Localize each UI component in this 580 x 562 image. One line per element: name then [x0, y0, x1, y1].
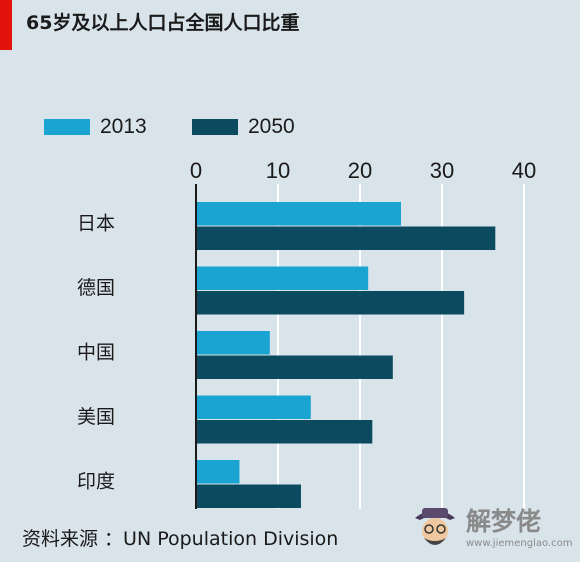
category-label-4: 印度 [77, 471, 115, 493]
x-tick-label-40: 40 [512, 158, 536, 183]
bar-2050-0 [196, 226, 496, 250]
watermark-url: www.jiemenglao.com [466, 538, 573, 549]
bar-2050-1 [196, 291, 465, 315]
bar-2050-2 [196, 355, 393, 379]
bar-2050-3 [196, 420, 373, 444]
legend-label-2013: 2013 [100, 115, 147, 138]
chart-title: 65岁及以上人口占全国人口比重 [26, 12, 300, 34]
x-tick-label-30: 30 [430, 158, 454, 183]
category-label-0: 日本 [77, 213, 115, 235]
legend-swatch-2050 [192, 119, 238, 135]
legend-label-2050: 2050 [248, 115, 295, 138]
legend-swatch-2013 [44, 119, 90, 135]
legend: 2013 2050 [44, 112, 344, 142]
legend-item-2013: 2013 [44, 112, 147, 142]
category-label-2: 中国 [77, 342, 115, 364]
bar-2013-1 [196, 266, 369, 290]
brand-red-tag [0, 0, 12, 50]
bar-2050-4 [196, 484, 301, 508]
watermark: 解梦佬 www.jiemenglao.com [408, 496, 578, 558]
bar-2013-0 [196, 202, 401, 226]
category-label-3: 美国 [77, 406, 115, 428]
bar-2013-2 [196, 331, 270, 355]
legend-item-2050: 2050 [192, 112, 295, 142]
x-tick-label-0: 0 [190, 158, 202, 183]
watermark-text: 解梦佬 [466, 507, 542, 536]
source-note: 资料来源 ：UN Population Division [22, 528, 339, 550]
x-tick-label-10: 10 [266, 158, 290, 183]
bar-2013-4 [196, 460, 240, 484]
watermark-face-icon [415, 508, 455, 545]
category-label-1: 德国 [77, 277, 115, 299]
x-tick-label-20: 20 [348, 158, 372, 183]
bar-2013-3 [196, 395, 311, 419]
